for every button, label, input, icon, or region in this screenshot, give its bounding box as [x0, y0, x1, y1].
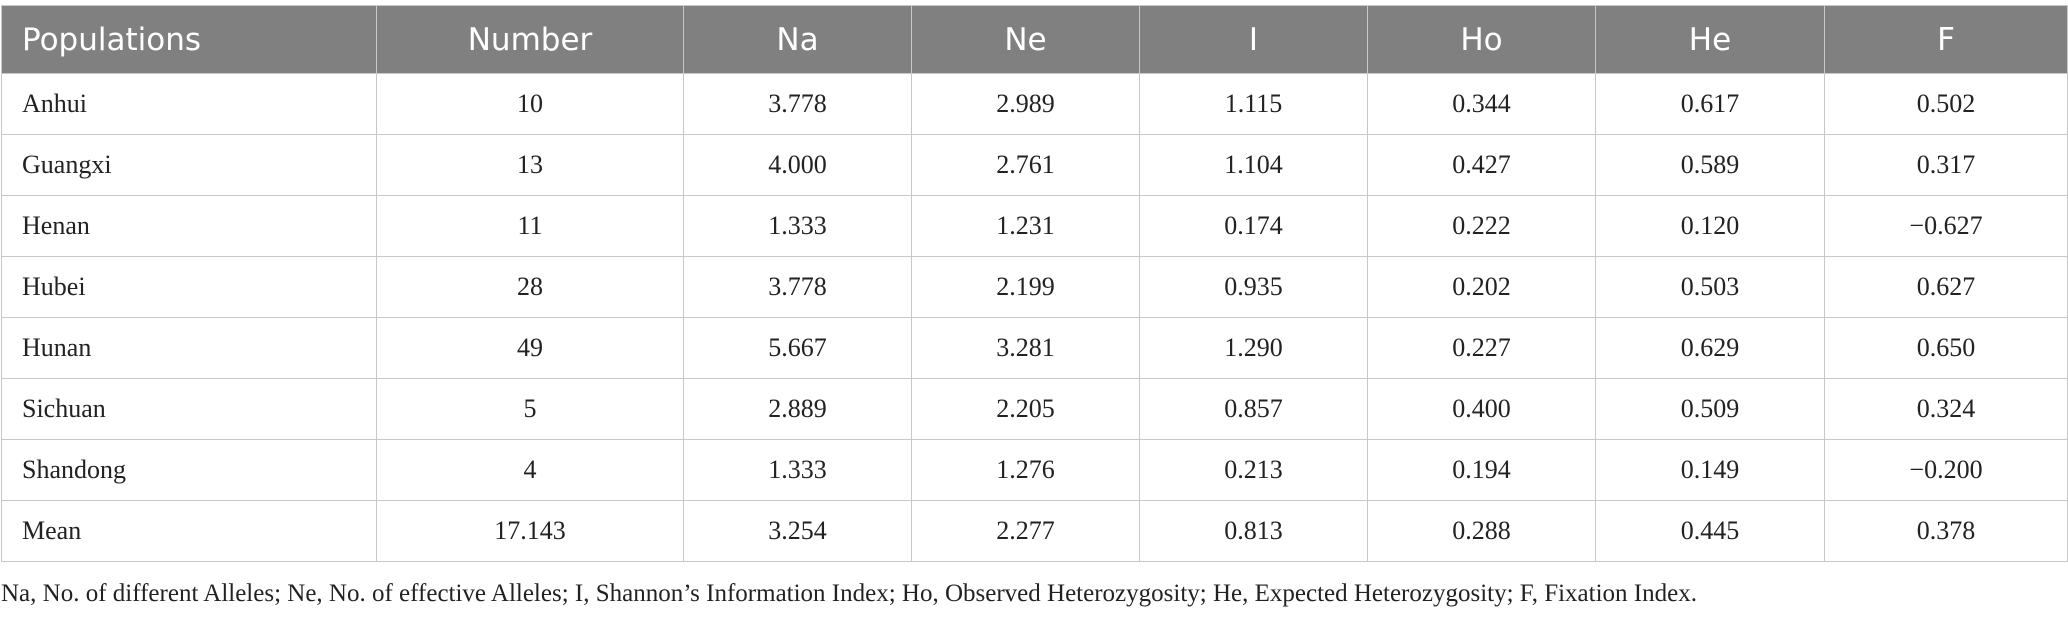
- value-cell: 2.989: [911, 73, 1140, 135]
- value-cell: 0.627: [1824, 256, 2068, 318]
- value-cell: −0.627: [1824, 195, 2068, 257]
- value-cell: −0.200: [1824, 439, 2068, 501]
- value-cell: 0.149: [1595, 439, 1825, 501]
- population-cell: Hunan: [1, 317, 377, 379]
- value-cell: 2.889: [683, 378, 912, 440]
- value-cell: 0.503: [1595, 256, 1825, 318]
- value-cell: 0.935: [1139, 256, 1368, 318]
- value-cell: 0.317: [1824, 134, 2068, 196]
- value-cell: 0.445: [1595, 500, 1825, 562]
- value-cell: 0.194: [1367, 439, 1596, 501]
- value-cell: 4.000: [683, 134, 912, 196]
- column-header: Ho: [1367, 5, 1596, 74]
- value-cell: 1.231: [911, 195, 1140, 257]
- value-cell: 0.629: [1595, 317, 1825, 379]
- value-cell: 17.143: [376, 500, 684, 562]
- value-cell: 3.281: [911, 317, 1140, 379]
- header-row: Populations Number Na Ne I Ho He F: [1, 5, 2068, 74]
- value-cell: 1.290: [1139, 317, 1368, 379]
- value-cell: 0.324: [1824, 378, 2068, 440]
- population-cell: Shandong: [1, 439, 377, 501]
- value-cell: 1.333: [683, 439, 912, 501]
- value-cell: 3.254: [683, 500, 912, 562]
- column-header: Na: [683, 5, 912, 74]
- column-header: Populations: [1, 5, 377, 74]
- value-cell: 0.378: [1824, 500, 2068, 562]
- value-cell: 0.213: [1139, 439, 1368, 501]
- value-cell: 13: [376, 134, 684, 196]
- value-cell: 0.617: [1595, 73, 1825, 135]
- value-cell: 28: [376, 256, 684, 318]
- value-cell: 0.650: [1824, 317, 2068, 379]
- column-header: I: [1139, 5, 1368, 74]
- value-cell: 5: [376, 378, 684, 440]
- table-row: Henan 11 1.333 1.231 0.174 0.222 0.120 −0.627: [1, 195, 2068, 257]
- value-cell: 4: [376, 439, 684, 501]
- value-cell: 2.761: [911, 134, 1140, 196]
- population-cell: Anhui: [1, 73, 377, 135]
- column-header: F: [1824, 5, 2068, 74]
- value-cell: 0.344: [1367, 73, 1596, 135]
- population-cell: Henan: [1, 195, 377, 257]
- value-cell: 1.276: [911, 439, 1140, 501]
- value-cell: 0.202: [1367, 256, 1596, 318]
- value-cell: 3.778: [683, 256, 912, 318]
- population-cell: Mean: [1, 500, 377, 562]
- footnote: Na, No. of different Alleles; Ne, No. of…: [1, 580, 1697, 607]
- data-table: Populations Number Na Ne I Ho He F Anhui 10 3.778…: [1, 5, 2068, 562]
- value-cell: 0.813: [1139, 500, 1368, 562]
- value-cell: 1.333: [683, 195, 912, 257]
- value-cell: 0.174: [1139, 195, 1368, 257]
- population-cell: Guangxi: [1, 134, 377, 196]
- column-header: He: [1595, 5, 1825, 74]
- population-cell: Hubei: [1, 256, 377, 318]
- value-cell: 0.857: [1139, 378, 1368, 440]
- value-cell: 0.509: [1595, 378, 1825, 440]
- value-cell: 2.205: [911, 378, 1140, 440]
- table-row: Anhui 10 3.778 2.989 1.115 0.344 0.617 0.502: [1, 73, 2068, 135]
- value-cell: 0.288: [1367, 500, 1596, 562]
- value-cell: 2.199: [911, 256, 1140, 318]
- value-cell: 0.227: [1367, 317, 1596, 379]
- column-header: Ne: [911, 5, 1140, 74]
- table-row: Shandong 4 1.333 1.276 0.213 0.194 0.149 −0.200: [1, 439, 2068, 501]
- value-cell: 49: [376, 317, 684, 379]
- value-cell: 0.400: [1367, 378, 1596, 440]
- value-cell: 0.222: [1367, 195, 1596, 257]
- value-cell: 0.589: [1595, 134, 1825, 196]
- value-cell: 1.104: [1139, 134, 1368, 196]
- value-cell: 5.667: [683, 317, 912, 379]
- table-row: Sichuan 5 2.889 2.205 0.857 0.400 0.509 0.324: [1, 378, 2068, 440]
- table-row: Guangxi 13 4.000 2.761 1.104 0.427 0.589 0.317: [1, 134, 2068, 196]
- table-header: Populations Number Na Ne I Ho He F: [1, 5, 2068, 74]
- value-cell: 1.115: [1139, 73, 1368, 135]
- value-cell: 0.502: [1824, 73, 2068, 135]
- table-row: Hunan 49 5.667 3.281 1.290 0.227 0.629 0.650: [1, 317, 2068, 379]
- value-cell: 10: [376, 73, 684, 135]
- value-cell: 11: [376, 195, 684, 257]
- value-cell: 3.778: [683, 73, 912, 135]
- value-cell: 0.427: [1367, 134, 1596, 196]
- table-body: Anhui 10 3.778 2.989 1.115 0.344 0.617 0.502 Gua…: [1, 73, 2068, 562]
- population-cell: Sichuan: [1, 378, 377, 440]
- table-row: Hubei 28 3.778 2.199 0.935 0.202 0.503 0.627: [1, 256, 2068, 318]
- table-row: Mean 17.143 3.254 2.277 0.813 0.288 0.445 0.378: [1, 500, 2068, 562]
- value-cell: 2.277: [911, 500, 1140, 562]
- column-header: Number: [376, 5, 684, 74]
- value-cell: 0.120: [1595, 195, 1825, 257]
